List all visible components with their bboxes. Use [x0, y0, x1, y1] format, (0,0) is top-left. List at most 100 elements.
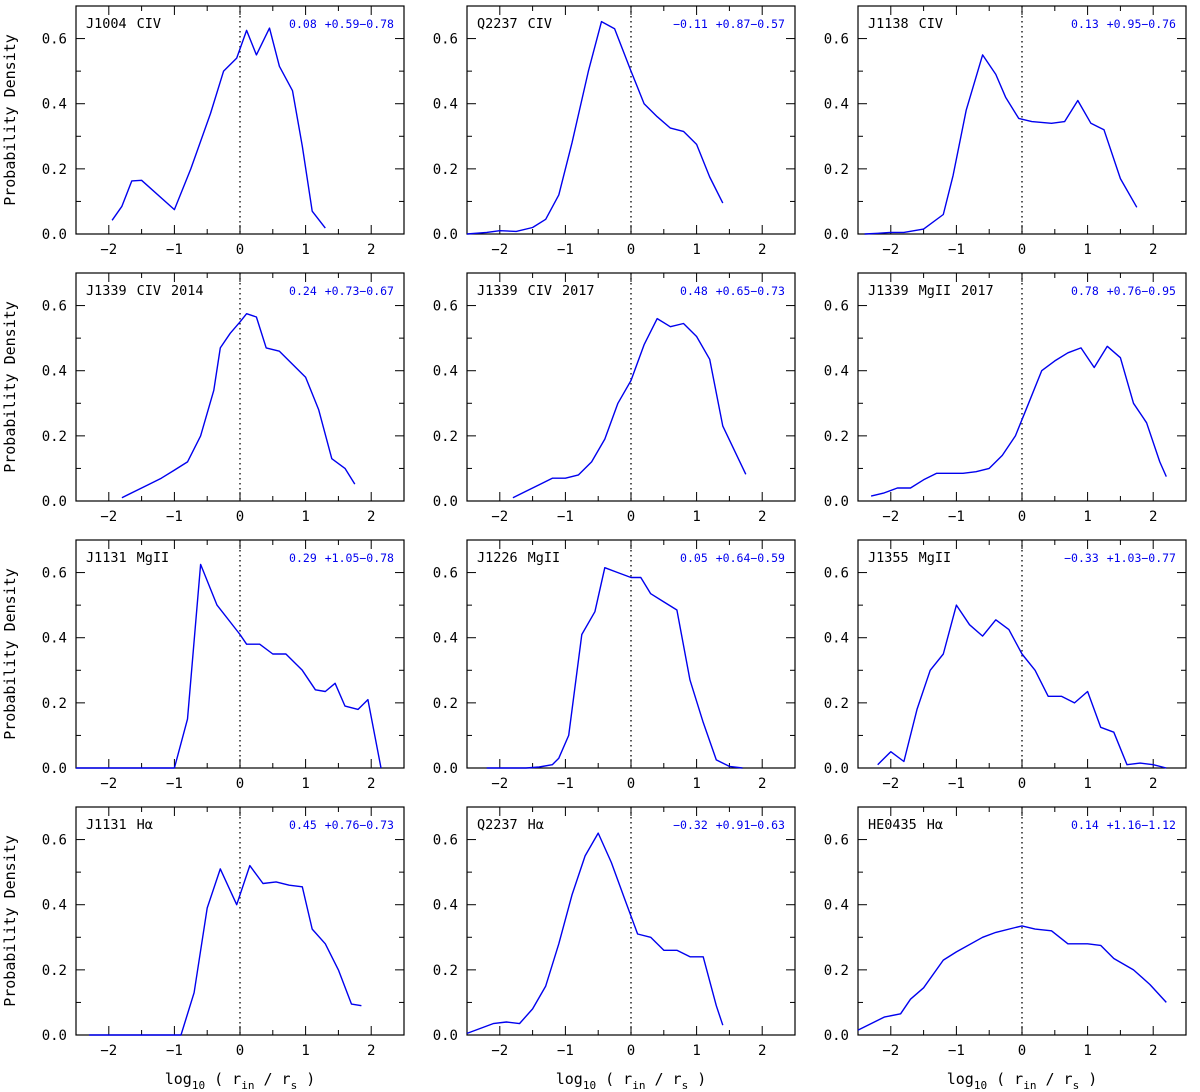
- probability-curve: [486, 567, 743, 769]
- x-tick-label: −2: [882, 776, 899, 792]
- y-tick-label: 0.4: [824, 898, 849, 914]
- panel-title-part: J1131: [86, 817, 127, 833]
- y-axis-label: Probability Density: [1, 34, 19, 206]
- x-tick-label: 1: [1083, 776, 1091, 792]
- panel-title-part: Q2237: [477, 16, 518, 32]
- panel-stat: −0.11 +0.87−0.57: [673, 17, 785, 31]
- probability-curve: [512, 317, 747, 499]
- panel-title: J1226 MgII: [477, 550, 560, 566]
- y-tick-label: 0.4: [824, 97, 849, 113]
- panel-title-part: CIV: [528, 283, 552, 299]
- x-tick-label: −2: [100, 1043, 117, 1059]
- panel-j1138-civ: −2 −1 0 1 2 0.0 0.2 0.4 0.6 J1138 CIV 0.13 +0.95−0.7…: [824, 5, 1187, 258]
- probability-curve: [877, 604, 1167, 769]
- y-tick-label: 0.4: [42, 631, 67, 647]
- plot-frame: [466, 806, 796, 1036]
- y-tick-label: 0.2: [42, 963, 67, 979]
- x-axis-label-part: / r: [1036, 1070, 1072, 1088]
- x-tick-label: 2: [758, 509, 766, 525]
- probability-curve: [466, 20, 724, 235]
- y-tick-label: 0.6: [433, 32, 458, 48]
- x-axis-label: log10 ( rin / rs ): [947, 1070, 1098, 1092]
- plot-frame: [75, 806, 405, 1036]
- x-tick-label: 1: [1083, 1043, 1091, 1059]
- x-tick-label: 2: [367, 242, 375, 258]
- x-tick-label: 1: [301, 776, 309, 792]
- probability-curve: [466, 832, 724, 1035]
- panel-title-part: CIV: [528, 16, 552, 32]
- x-tick-label: 0: [627, 509, 635, 525]
- plot-frame: [857, 806, 1187, 1036]
- x-axis-label-subscript: in: [1023, 1079, 1036, 1092]
- y-tick-label: 0.6: [42, 566, 67, 582]
- x-tick-label: 2: [758, 776, 766, 792]
- x-tick-label: 1: [692, 1043, 700, 1059]
- x-tick-label: −2: [882, 242, 899, 258]
- panel-title-part: Q2237: [477, 817, 518, 833]
- x-tick-label: 0: [627, 776, 635, 792]
- panel-j1339-mgii-2017: −2 −1 0 1 2 0.0 0.2 0.4 0.6 J1339 MgII 2017 0.78 +0.7…: [824, 272, 1187, 525]
- y-tick-label: 0.0: [433, 227, 458, 243]
- x-tick-label: 0: [236, 1043, 244, 1059]
- x-axis-label-subscript: s: [682, 1079, 689, 1092]
- x-tick-label: −2: [882, 1043, 899, 1059]
- panel-he0435-hα: −2 −1 0 1 2 0.0 0.2 0.4 0.6 HE0435 Hα 0.14 +1.16−1.1…: [824, 806, 1187, 1059]
- x-tick-label: 2: [367, 1043, 375, 1059]
- y-tick-label: 0.0: [824, 761, 849, 777]
- x-tick-label: 2: [1149, 242, 1157, 258]
- y-tick-label: 0.2: [42, 429, 67, 445]
- panel-title-part: Hα: [927, 817, 943, 833]
- panel-stat: −0.32 +0.91−0.63: [673, 818, 785, 832]
- stat-range: +1.16−1.12: [1107, 818, 1176, 832]
- probability-curve: [76, 563, 382, 769]
- stat-range: +0.76−0.95: [1107, 284, 1176, 298]
- panel-title-part: Hα: [528, 817, 544, 833]
- x-axis-label: log10 ( rin / rs ): [556, 1070, 707, 1092]
- panel-j1339-civ-2017: −2 −1 0 1 2 0.0 0.2 0.4 0.6 J1339 CIV 2017 0.48 +0.65…: [433, 272, 796, 525]
- stat-value: 0.05: [680, 551, 708, 565]
- x-tick-label: 1: [301, 242, 309, 258]
- x-tick-label: −1: [557, 1043, 574, 1059]
- x-tick-label: 2: [758, 1043, 766, 1059]
- x-axis-label-part: ): [688, 1070, 706, 1088]
- panel-title-part: Hα: [137, 817, 153, 833]
- y-tick-label: 0.2: [824, 162, 849, 178]
- x-tick-label: 1: [1083, 509, 1091, 525]
- y-axis-label: Probability Density: [1, 568, 19, 740]
- x-tick-label: 2: [1149, 509, 1157, 525]
- panel-title: Q2237 CIV: [477, 16, 552, 32]
- y-tick-label: 0.0: [42, 1028, 67, 1044]
- y-tick-label: 0.2: [433, 429, 458, 445]
- y-tick-label: 0.6: [824, 32, 849, 48]
- probability-curve: [870, 345, 1167, 497]
- x-axis-label-part: ( r: [596, 1070, 632, 1088]
- x-axis-label-part: log: [165, 1070, 192, 1088]
- y-tick-label: 0.2: [824, 963, 849, 979]
- panel-stat: 0.24 +0.73−0.67: [289, 284, 394, 298]
- y-tick-label: 0.4: [433, 898, 458, 914]
- x-tick-label: 0: [627, 1043, 635, 1059]
- plot-frame: [75, 5, 405, 235]
- x-tick-label: −1: [557, 242, 574, 258]
- panel-title: J1138 CIV: [868, 16, 943, 32]
- y-tick-label: 0.4: [824, 631, 849, 647]
- panel-title-part: MgII: [528, 550, 561, 566]
- panel-title-part: J1339: [86, 283, 127, 299]
- panel-title-part: J1131: [86, 550, 127, 566]
- x-axis-label-part: log: [947, 1070, 974, 1088]
- x-tick-label: −1: [948, 776, 965, 792]
- y-tick-label: 0.2: [433, 162, 458, 178]
- x-axis-label-part: ): [297, 1070, 315, 1088]
- plot-frame: [75, 539, 405, 769]
- stat-value: −0.33: [1064, 551, 1099, 565]
- stat-range: +0.59−0.78: [325, 17, 394, 31]
- y-tick-label: 0.6: [824, 833, 849, 849]
- panel-stat: 0.29 +1.05−0.78: [289, 551, 394, 565]
- panel-j1131-hα: −2 −1 0 1 2 0.0 0.2 0.4 0.6 J1131 Hα 0.45 +0.76−0.73: [42, 806, 405, 1059]
- stat-value: 0.24: [289, 284, 317, 298]
- y-tick-label: 0.6: [42, 299, 67, 315]
- x-axis-label-part: ): [1079, 1070, 1097, 1088]
- x-tick-label: −2: [491, 509, 508, 525]
- stat-value: 0.48: [680, 284, 708, 298]
